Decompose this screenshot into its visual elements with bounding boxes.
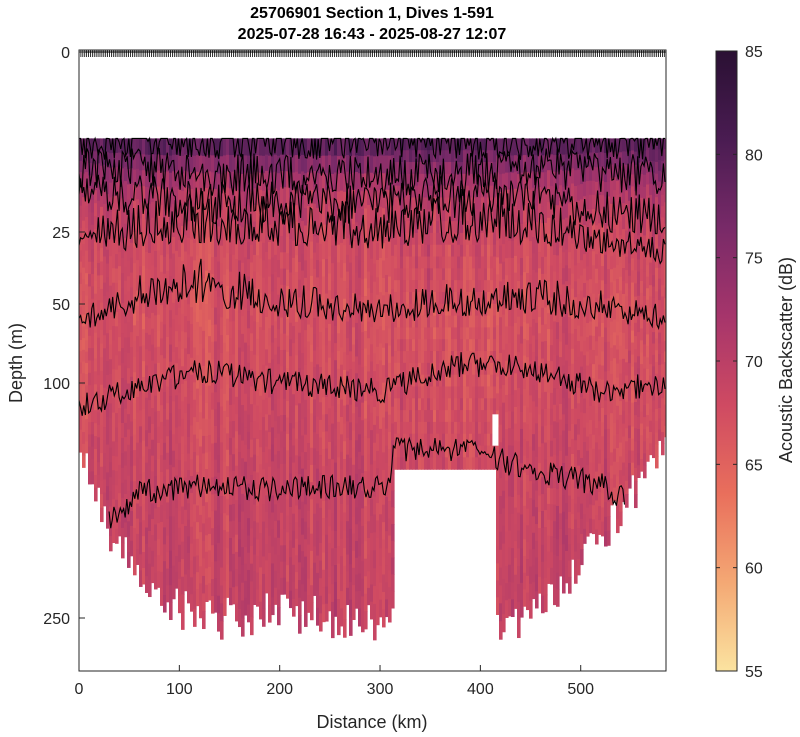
x-tick-label: 500 — [567, 681, 594, 698]
colorbar: 55 60 65 70 75 80 85 — [715, 44, 763, 681]
colorbar-tick-label: 85 — [745, 44, 763, 61]
isoline — [79, 147, 666, 197]
isoline — [108, 436, 626, 529]
y-tick-label: 50 — [52, 297, 70, 314]
chart-title-line1: 25706901 Section 1, Dives 1-591 — [250, 5, 494, 22]
y-tick-label: 100 — [43, 376, 70, 393]
x-axis: 0 100 200 300 400 500 — [75, 665, 594, 698]
colorbar-tick-label: 80 — [745, 147, 763, 164]
y-tick-label: 0 — [61, 45, 70, 62]
y-tick-label: 25 — [52, 225, 70, 242]
chart-title-line2: 2025-07-28 16:43 - 2025-08-27 12:07 — [238, 26, 507, 43]
isolines — [79, 136, 666, 529]
dive-markers — [79, 50, 666, 57]
backscatter-heatmap — [79, 138, 666, 641]
x-tick-label: 400 — [467, 681, 494, 698]
colorbar-tick-label: 75 — [745, 251, 763, 268]
x-tick-label: 0 — [75, 681, 84, 698]
colorbar-tick-label: 55 — [745, 664, 763, 681]
y-axis-label: Depth (m) — [6, 323, 26, 403]
colorbar-tick-label: 60 — [745, 561, 763, 578]
x-axis-label: Distance (km) — [316, 712, 427, 732]
x-tick-label: 200 — [266, 681, 293, 698]
colorbar-ticks: 55 60 65 70 75 80 85 — [716, 44, 763, 681]
y-tick-label: 250 — [43, 611, 70, 628]
isoline — [79, 258, 666, 331]
x-tick-label: 100 — [166, 681, 193, 698]
colorbar-tick-label: 70 — [745, 354, 763, 371]
colorbar-label: Acoustic Backscatter (dB) — [776, 257, 796, 463]
colorbar-tick-label: 65 — [745, 457, 763, 474]
isoline — [79, 352, 666, 416]
isoline — [79, 136, 665, 160]
y-axis: 0 25 50 100 250 — [43, 45, 85, 628]
plot-frame — [78, 49, 667, 672]
plot-area — [79, 50, 666, 641]
x-tick-label: 300 — [367, 681, 394, 698]
isoline — [79, 188, 666, 265]
